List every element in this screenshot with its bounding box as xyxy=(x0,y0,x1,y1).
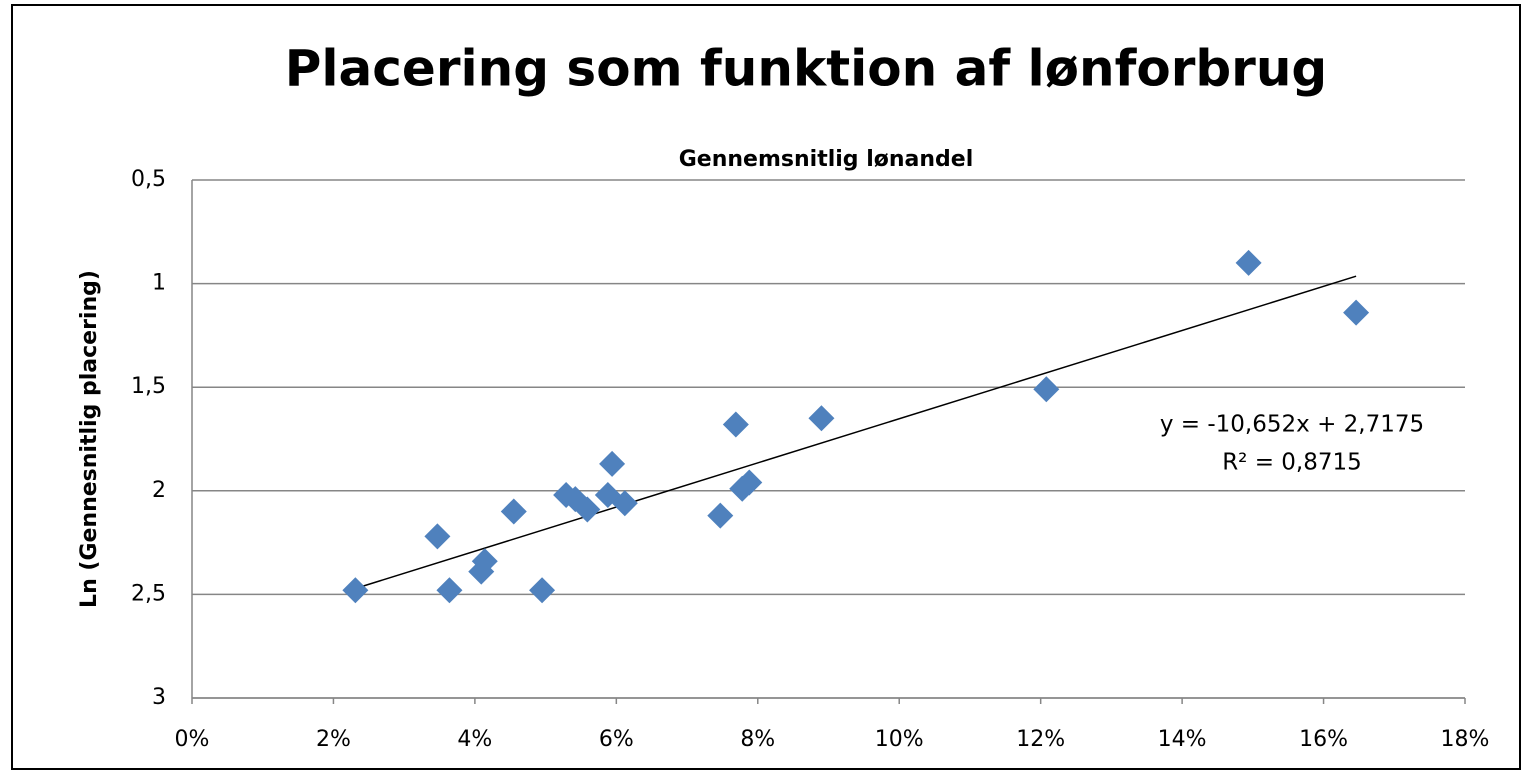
trendline xyxy=(355,275,1357,590)
x-tick-label: 18% xyxy=(1441,727,1490,752)
y-tick-label: 3 xyxy=(152,685,166,710)
y-tick-label: 0,5 xyxy=(131,167,166,192)
point xyxy=(722,411,749,438)
x-tick-label: 0% xyxy=(175,727,210,752)
point xyxy=(599,450,626,477)
point xyxy=(707,502,734,529)
trendline-equation: y = -10,652x + 2,7175 xyxy=(1160,412,1424,438)
point xyxy=(424,523,451,550)
point xyxy=(529,577,556,604)
point xyxy=(736,469,763,496)
y-tick-label: 2,5 xyxy=(131,581,166,606)
y-tick-label: 1 xyxy=(152,271,166,296)
y-tick-label: 1,5 xyxy=(131,374,166,399)
point xyxy=(436,577,463,604)
chart-title: Placering som funktion af lønforbrug xyxy=(285,40,1327,98)
x-tick-label: 10% xyxy=(875,727,924,752)
point xyxy=(500,498,527,525)
x-tick-label: 16% xyxy=(1299,727,1348,752)
point xyxy=(808,405,835,432)
y-axis-title: Ln (Gennesnitlig placering) xyxy=(77,270,102,608)
x-tick-label: 6% xyxy=(599,727,634,752)
point xyxy=(342,577,369,604)
point xyxy=(1343,299,1370,326)
y-tick-label: 2 xyxy=(152,478,166,503)
x-tick-label: 8% xyxy=(740,727,775,752)
x-axis-title: Gennemsnitlig lønandel xyxy=(679,147,974,172)
r-squared: R² = 0,8715 xyxy=(1222,450,1362,476)
x-tick-label: 12% xyxy=(1016,727,1065,752)
x-tick-label: 2% xyxy=(316,727,351,752)
x-tick-label: 4% xyxy=(457,727,492,752)
point xyxy=(1235,249,1262,276)
point xyxy=(471,548,498,575)
point xyxy=(611,490,638,517)
point xyxy=(1033,376,1060,403)
x-tick-label: 14% xyxy=(1158,727,1207,752)
point xyxy=(574,496,601,523)
